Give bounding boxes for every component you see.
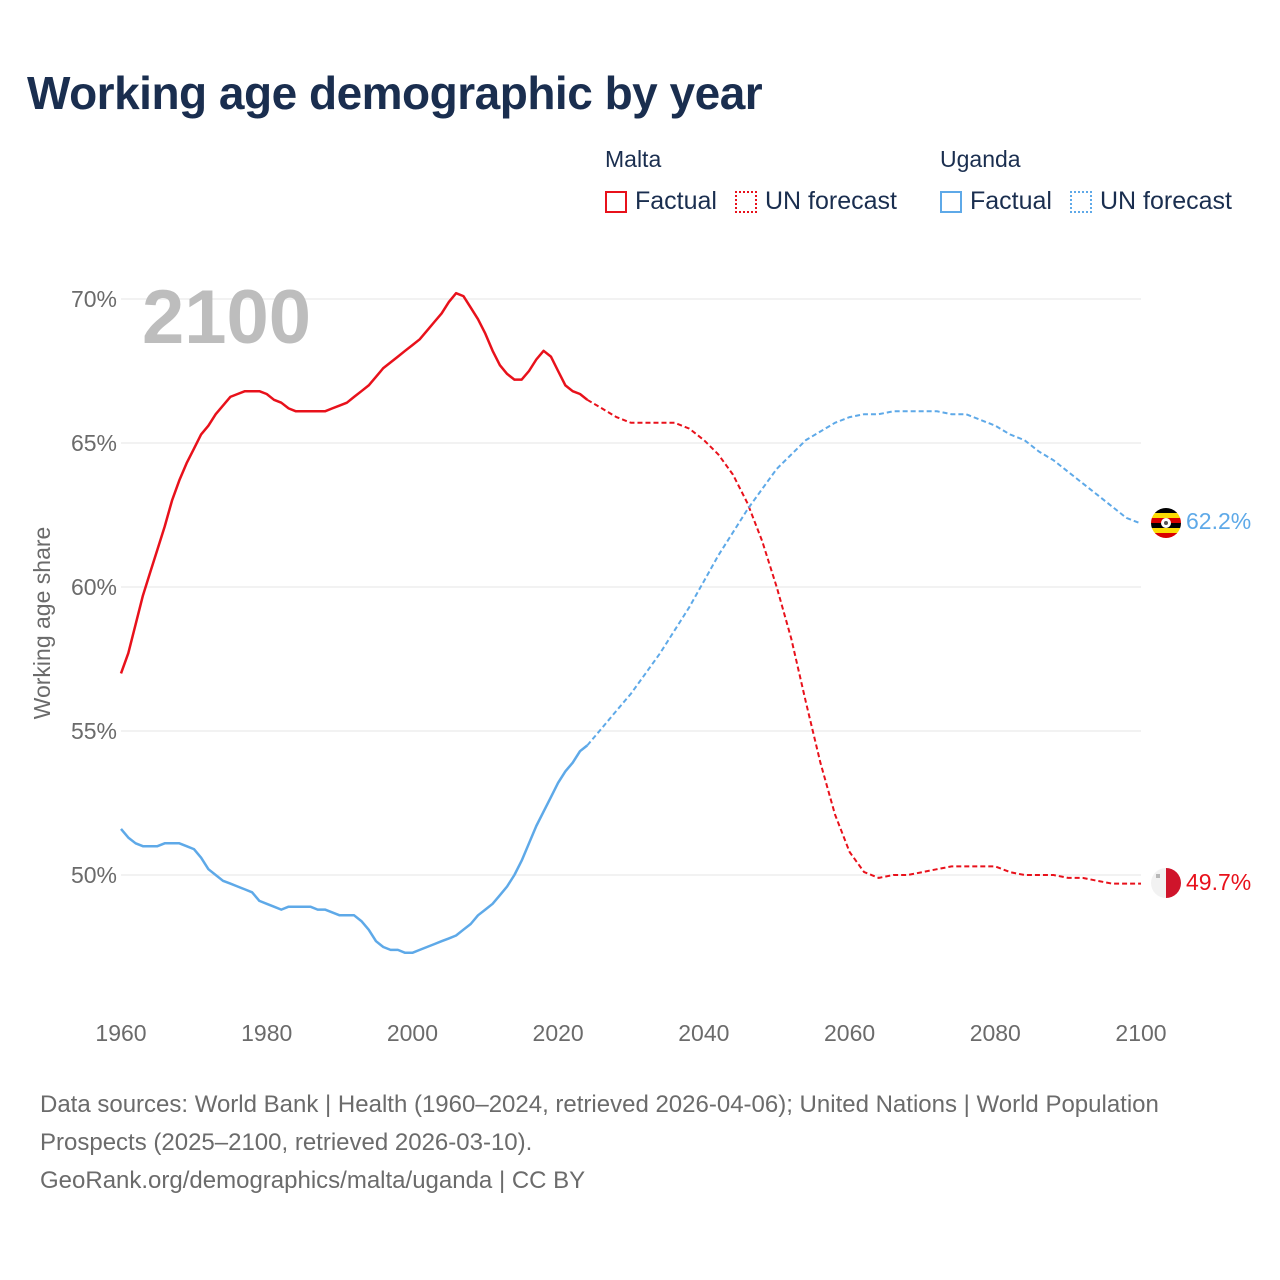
legend-uganda-forecast-label: UN forecast (1099, 187, 1232, 215)
legend-malta: Malta Factual UN forecast (605, 146, 915, 216)
end-label-uganda: 62.2% (1186, 508, 1251, 534)
series-lines (119, 291, 1142, 955)
chart-title: Working age demographic by year (27, 67, 763, 119)
legend-malta-factual[interactable]: Factual (605, 187, 717, 216)
malta-flag-icon (1151, 868, 1181, 898)
series-line-uganda-factual[interactable] (120, 744, 589, 955)
legend-malta-factual-label: Factual (635, 187, 717, 215)
y-axis: 50% 55% 60% 65% 70% (71, 286, 117, 888)
series-line-uganda-forecast[interactable] (586, 410, 1142, 747)
x-tick-label: 2100 (1115, 1020, 1166, 1046)
y-tick-label: 70% (71, 286, 117, 312)
x-axis: 1960 1980 2000 2020 2040 2060 2080 2100 (95, 1020, 1166, 1046)
x-tick-label: 2060 (824, 1020, 875, 1046)
y-tick-label: 50% (71, 862, 117, 888)
legend-uganda: Uganda Factual UN forecast (940, 146, 1250, 216)
year-watermark: 2100 (142, 275, 311, 360)
line-chart: 50% 55% 60% 65% 70% 1960 1980 2000 2020 2040 2060… (29, 275, 1251, 1046)
legend-uganda-factual[interactable]: Factual (940, 187, 1052, 216)
legend-uganda-forecast-swatch (1069, 190, 1092, 213)
legend-malta-forecast[interactable]: UN forecast (734, 187, 897, 216)
legend-uganda-factual-swatch (940, 190, 962, 213)
x-tick-label: 2040 (678, 1020, 729, 1046)
y-tick-label: 55% (71, 718, 117, 744)
x-tick-label: 1960 (95, 1020, 146, 1046)
legend-uganda-factual-label: Factual (970, 187, 1052, 215)
gridlines (121, 298, 1141, 876)
footer-credit[interactable]: GeoRank.org/demographics/malta/uganda | … (40, 1167, 586, 1194)
x-tick-label: 2000 (387, 1020, 438, 1046)
legend-malta-forecast-label: UN forecast (764, 187, 897, 215)
end-label-malta: 49.7% (1186, 869, 1251, 895)
legend-uganda-label: Uganda (940, 146, 1021, 172)
x-tick-label: 2020 (533, 1020, 584, 1046)
series-line-malta-factual[interactable] (119, 291, 589, 674)
x-tick-label: 2080 (970, 1020, 1021, 1046)
legend-malta-factual-swatch (605, 190, 627, 213)
series-line-malta-forecast[interactable] (586, 398, 1141, 885)
y-tick-label: 65% (71, 430, 117, 456)
y-axis-title: Working age share (29, 527, 55, 720)
legend-uganda-forecast[interactable]: UN forecast (1069, 187, 1232, 216)
legend-malta-label: Malta (605, 146, 662, 172)
legend-malta-forecast-swatch (734, 190, 757, 213)
uganda-flag-icon (1151, 508, 1181, 538)
x-tick-label: 1980 (241, 1020, 292, 1046)
footer: Data sources: World Bank | Health (1960–… (40, 1086, 1220, 1200)
y-tick-label: 60% (71, 574, 117, 600)
footer-sources: Data sources: World Bank | Health (1960–… (40, 1091, 1159, 1156)
